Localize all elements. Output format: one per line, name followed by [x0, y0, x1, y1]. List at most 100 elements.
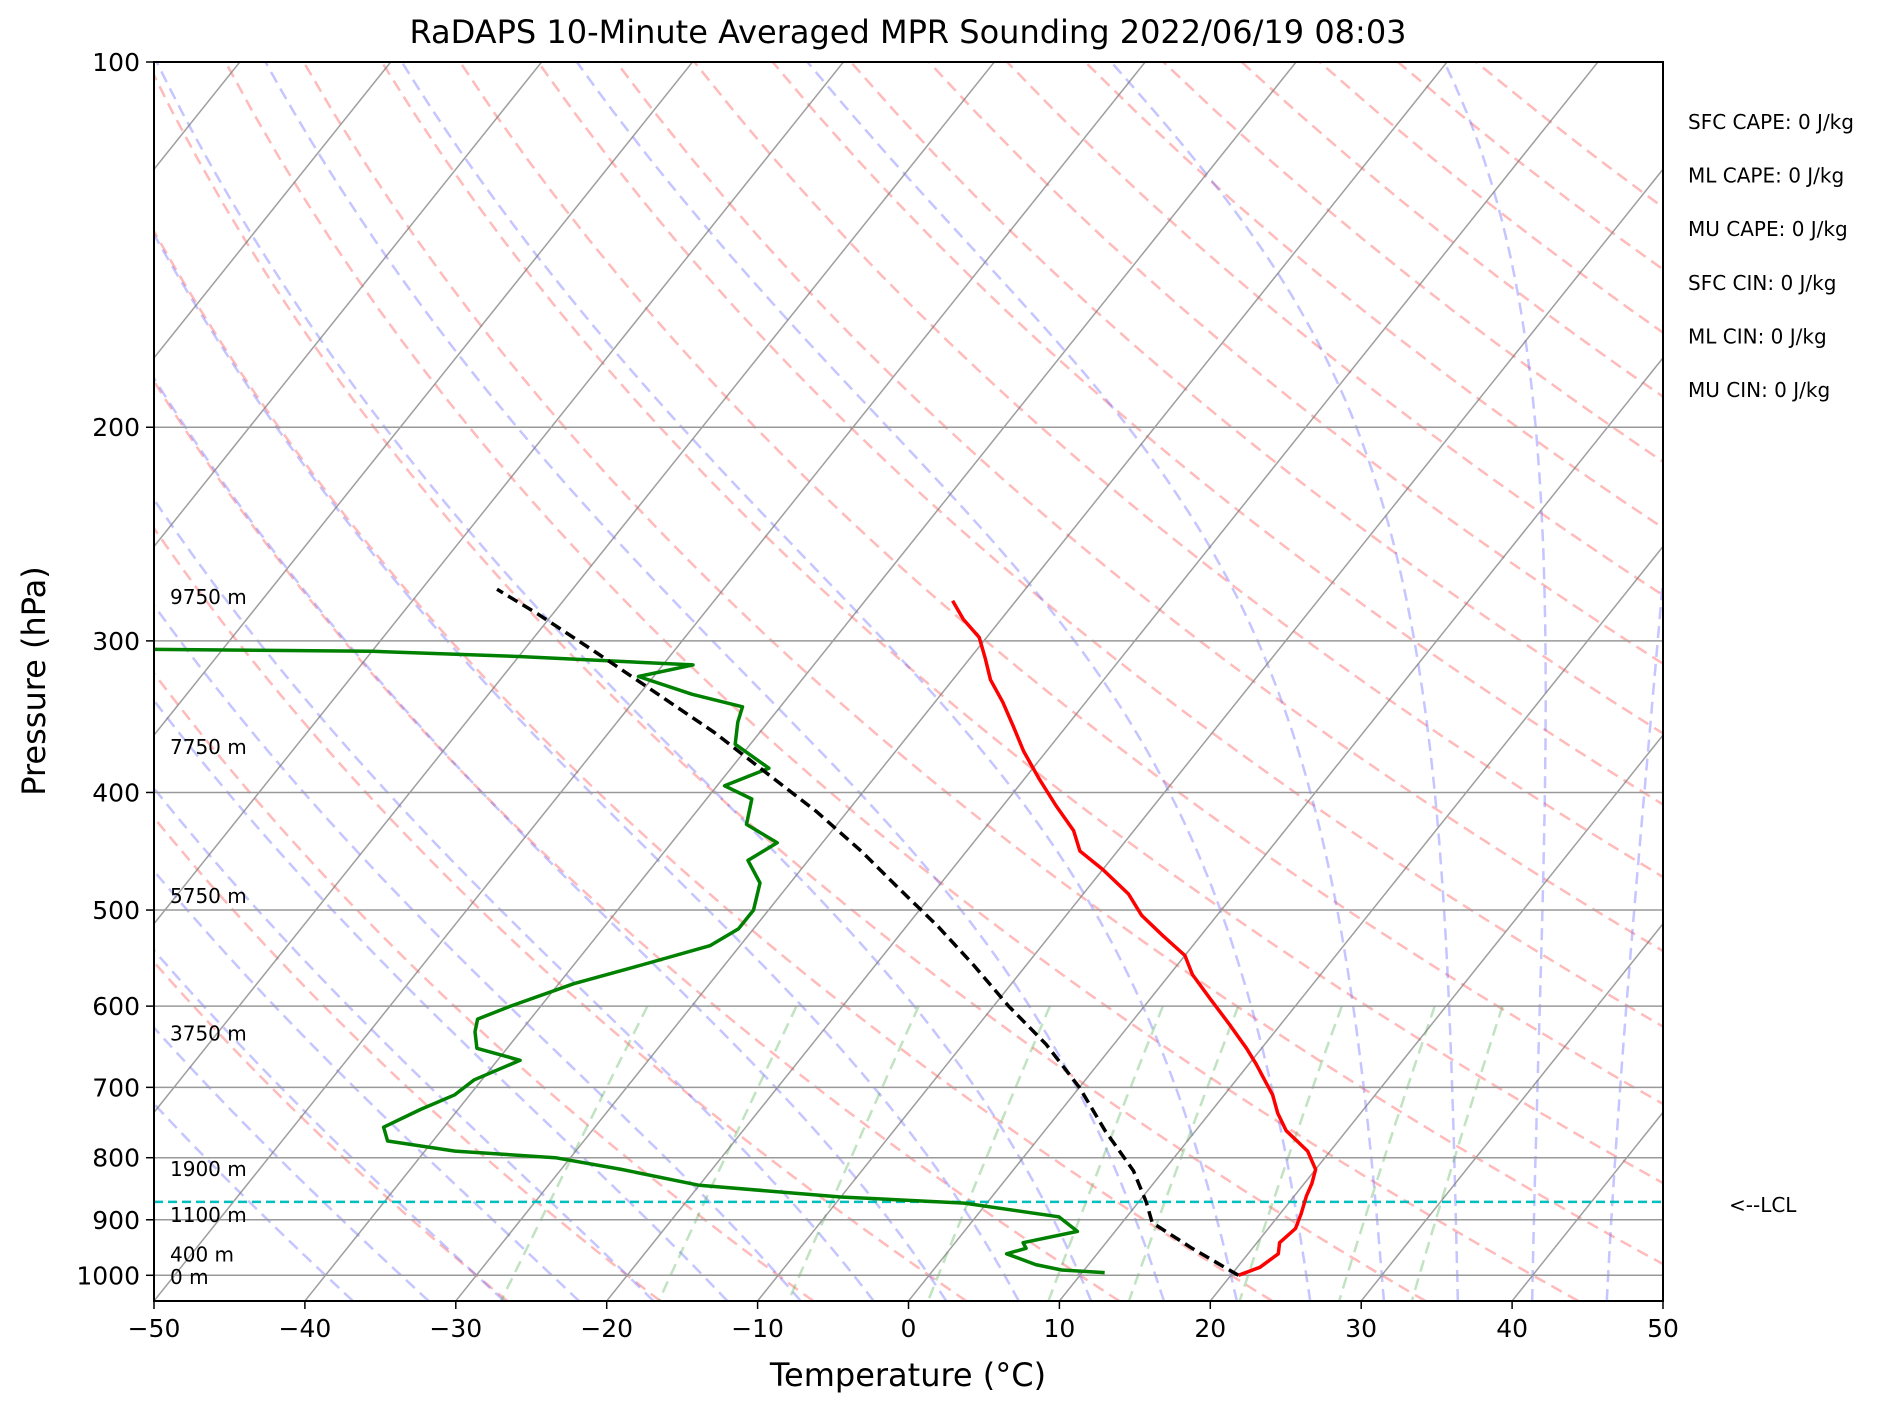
x-tick-label: 10 — [1043, 1314, 1075, 1343]
dry-adiabat — [537, 62, 1663, 1029]
height-label: 1900 m — [170, 1157, 247, 1181]
x-tick-label: 30 — [1345, 1314, 1377, 1343]
y-tick-label: 200 — [92, 413, 140, 442]
moist-adiabat — [1110, 62, 1460, 1301]
mixing-ratio-line — [499, 1005, 649, 1301]
parcel-profile-line — [496, 587, 1240, 1277]
y-axis-label: Pressure (hPa) — [15, 566, 53, 796]
mixing-ratio-line — [657, 1005, 798, 1301]
dry-adiabat — [771, 62, 1663, 806]
moist-adiabat — [154, 948, 505, 1301]
dry-adiabat — [1475, 62, 1663, 209]
dry-adiabat — [380, 62, 1663, 1185]
isotherm-line — [606, 62, 1599, 1301]
chart-title: RaDAPS 10-Minute Averaged MPR Sounding 2… — [409, 13, 1406, 51]
y-tick-label: 100 — [92, 48, 140, 77]
dry-adiabat — [1006, 62, 1663, 597]
dry-adiabat — [1162, 62, 1663, 464]
mixing-ratio-line — [1238, 1005, 1343, 1301]
x-tick-label: −10 — [731, 1314, 784, 1343]
dry-adiabat — [154, 228, 1274, 1301]
isotherm-line — [1209, 733, 1663, 1301]
moist-adiabat — [154, 375, 948, 1301]
isotherm-line — [154, 62, 995, 1114]
thermo-index-label: SFC CAPE: 0 J/kg — [1688, 110, 1854, 134]
thermo-indices: SFC CAPE: 0 J/kg ML CAPE: 0 J/kg MU CAPE: … — [1688, 110, 1854, 402]
dry-adiabat — [154, 815, 662, 1301]
thermo-index-label: SFC CIN: 0 J/kg — [1688, 271, 1836, 295]
lcl-label: <--LCL — [1729, 1193, 1797, 1217]
isotherm-line — [1511, 1111, 1663, 1301]
thermo-index-label: MU CIN: 0 J/kg — [1688, 378, 1830, 402]
x-tick-label: 0 — [901, 1314, 917, 1343]
isotherm-line — [304, 62, 1297, 1301]
isotherm-line — [455, 62, 1448, 1301]
height-labels: 9750 m 7750 m 5750 m 3750 m 1900 m 1100 m 400 … — [170, 585, 247, 1289]
x-tick-label: −20 — [580, 1314, 633, 1343]
dry-adiabat — [615, 62, 1663, 953]
mixing-ratio-line — [1127, 1005, 1240, 1301]
isotherm-line — [154, 62, 844, 925]
dry-adiabat — [927, 62, 1663, 666]
mixing-ratio-line — [1337, 1005, 1436, 1301]
background-lines — [154, 62, 1663, 1301]
x-axis: −50 −40 −30 −20 −10 0 10 20 30 40 50 — [128, 1301, 1679, 1343]
isotherm-line — [1058, 545, 1663, 1301]
moist-adiabat — [154, 786, 655, 1301]
mixing-ratio-line — [1047, 1005, 1165, 1301]
x-tick-label: 20 — [1194, 1314, 1226, 1343]
moist-adiabat — [400, 62, 1239, 1301]
dry-adiabat — [1084, 62, 1663, 530]
height-label: 9750 m — [170, 585, 247, 609]
dry-adiabat — [154, 671, 815, 1301]
isotherm-line — [907, 356, 1663, 1301]
temperature-profile-line — [951, 599, 1318, 1277]
height-label: 0 m — [170, 1265, 209, 1289]
y-tick-label: 1000 — [76, 1261, 140, 1290]
moist-adiabat — [806, 62, 1386, 1301]
thermo-index-label: MU CAPE: 0 J/kg — [1688, 217, 1848, 241]
dry-adiabat — [154, 379, 1121, 1301]
dry-adiabat — [154, 960, 509, 1301]
y-tick-label: 900 — [92, 1206, 140, 1235]
x-tick-label: −30 — [429, 1314, 482, 1343]
moist-adiabat — [154, 231, 1020, 1301]
isotherm-line — [154, 62, 543, 548]
y-tick-label: 300 — [92, 627, 140, 656]
y-tick-label: 400 — [92, 778, 140, 807]
moist-adiabat — [154, 1025, 430, 1301]
height-label: 400 m — [170, 1242, 234, 1266]
y-tick-label: 700 — [92, 1073, 140, 1102]
thermo-index-label: ML CAPE: 0 J/kg — [1688, 164, 1844, 188]
thermo-index-label: ML CIN: 0 J/kg — [1688, 324, 1827, 348]
mixing-ratio-line — [787, 1005, 920, 1301]
moist-adiabat — [154, 698, 729, 1301]
moist-adiabat — [1443, 62, 1547, 1301]
x-tick-label: 40 — [1496, 1314, 1528, 1343]
y-tick-label: 500 — [92, 896, 140, 925]
x-tick-label: −40 — [279, 1314, 332, 1343]
x-axis-label: Temperature (°C) — [769, 1356, 1046, 1394]
y-tick-label: 600 — [92, 992, 140, 1021]
isobar-gridlines — [154, 62, 1663, 1277]
moist-adiabat — [575, 62, 1312, 1301]
moist-adiabat — [154, 603, 802, 1301]
dry-adiabat — [302, 62, 1663, 1266]
isotherm-line — [1662, 1299, 1663, 1301]
height-label: 3750 m — [170, 1022, 247, 1046]
moist-adiabat — [264, 62, 1166, 1301]
dry-adiabat — [849, 62, 1663, 735]
isotherm-line — [1360, 922, 1663, 1301]
height-label: 1100 m — [170, 1203, 247, 1227]
x-tick-label: 50 — [1647, 1314, 1679, 1343]
series-lines — [154, 587, 1318, 1277]
dry-adiabat — [154, 72, 1427, 1301]
dry-adiabat — [1240, 62, 1663, 399]
moist-adiabat — [154, 869, 580, 1301]
y-axis: 100 200 300 400 500 600 700 800 900 1000 — [76, 48, 154, 1290]
height-label: 7750 m — [170, 735, 247, 759]
dry-adiabat — [693, 62, 1663, 879]
dry-adiabat — [224, 62, 1580, 1301]
y-tick-label: 800 — [92, 1144, 140, 1173]
